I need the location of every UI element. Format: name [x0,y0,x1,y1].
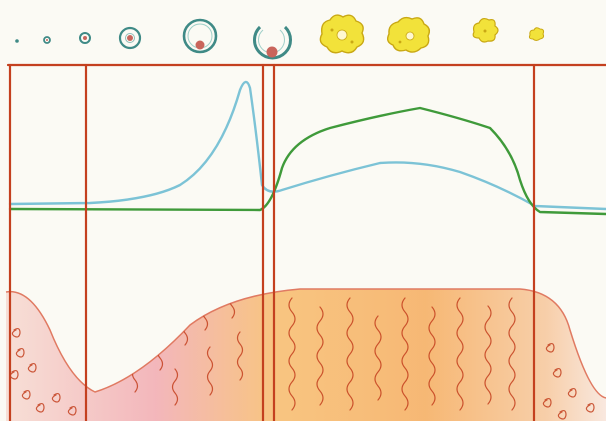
endometrium-fill [6,289,606,421]
endometrium-outline [5,288,606,399]
follicle-stage-1-icon [15,39,19,43]
follicle-stage-2-icon [43,36,51,44]
corpus-albicans-icon [528,27,545,41]
phase-divider-frame [6,63,606,421]
corpus-luteum-1-icon [319,14,365,54]
ovulating-follicle-icon [253,25,292,60]
ovarian-cycle-row [15,14,545,60]
follicle-stage-3-icon [79,32,91,44]
corpus-luteum-2-icon [386,16,431,53]
follicle-stage-4-icon [118,26,142,50]
corpus-luteum-3-icon [472,17,499,43]
green-hormone-curve [8,106,606,216]
follicle-stage-5-icon [182,18,218,54]
